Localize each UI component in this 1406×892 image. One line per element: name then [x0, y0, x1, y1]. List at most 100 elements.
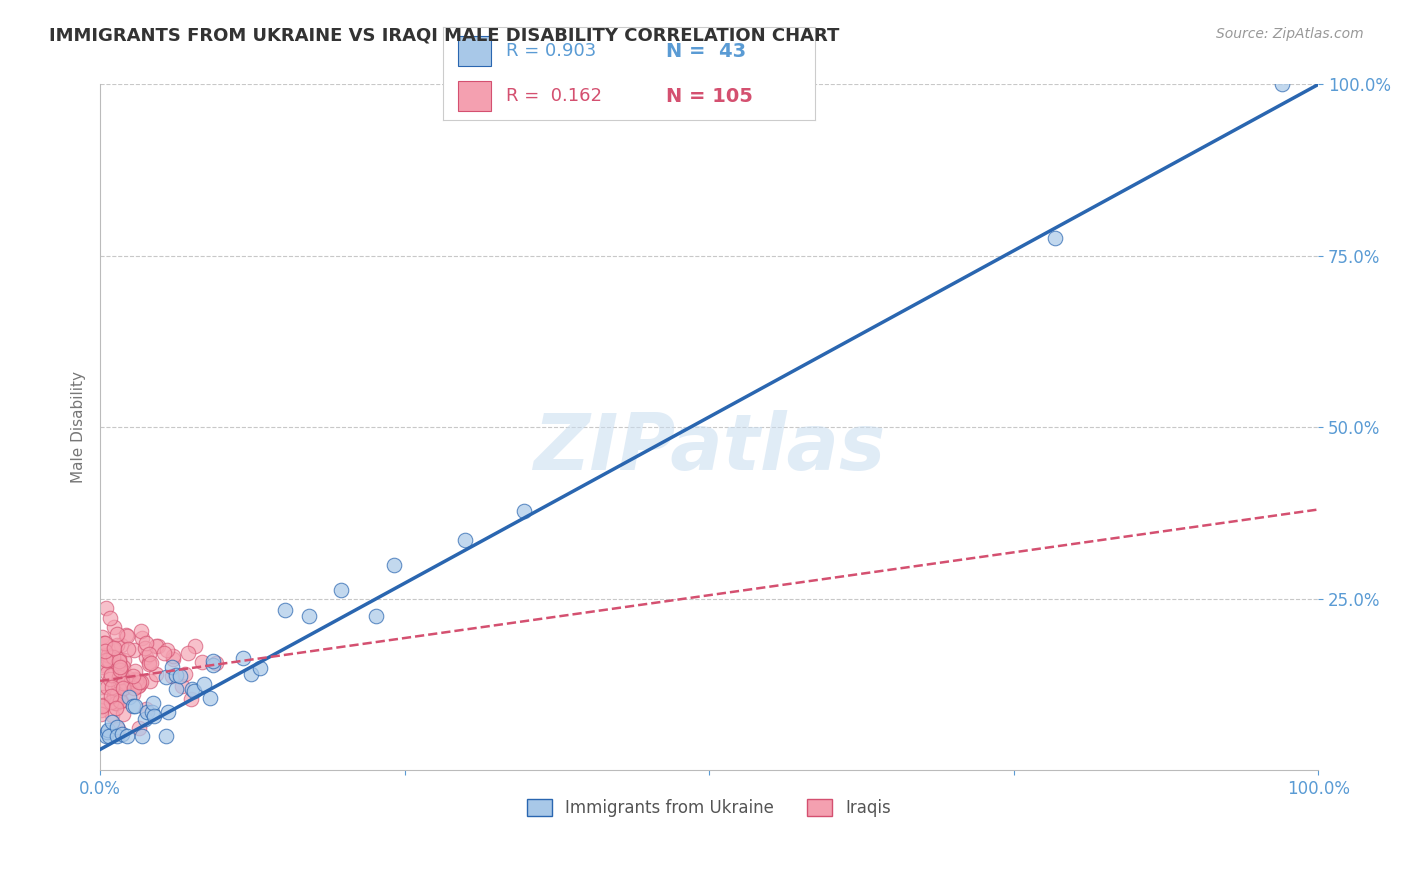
Point — [111, 681, 134, 695]
Point — [1043, 231, 1066, 245]
Point — [128, 678, 150, 692]
Text: N =  43: N = 43 — [666, 42, 747, 61]
Point — [117, 671, 139, 685]
Point — [108, 670, 131, 684]
Point — [184, 640, 207, 654]
Point — [94, 729, 117, 743]
Point — [135, 701, 157, 715]
Point — [108, 659, 131, 673]
Point — [454, 533, 477, 547]
Point — [162, 659, 184, 673]
Point — [174, 666, 197, 681]
Point — [152, 646, 174, 660]
Point — [107, 692, 129, 706]
Point — [165, 668, 187, 682]
Point — [105, 721, 128, 735]
Point — [169, 669, 191, 683]
Point — [105, 627, 128, 641]
FancyBboxPatch shape — [458, 36, 491, 66]
Point — [193, 677, 215, 691]
Point — [93, 636, 115, 650]
Point — [90, 680, 112, 694]
Point — [107, 658, 129, 673]
Point — [103, 642, 125, 657]
Point — [124, 664, 146, 678]
Point — [141, 705, 163, 719]
Point — [128, 721, 150, 735]
Point — [91, 660, 114, 674]
Point — [122, 643, 145, 657]
Point — [134, 641, 156, 656]
Point — [117, 629, 139, 643]
Point — [108, 654, 131, 668]
Point — [146, 639, 169, 653]
Point — [91, 699, 114, 714]
Point — [105, 700, 128, 714]
Text: ZIPatlas: ZIPatlas — [533, 409, 886, 486]
Point — [97, 648, 120, 663]
Legend: Immigrants from Ukraine, Iraqis: Immigrants from Ukraine, Iraqis — [520, 792, 898, 823]
Point — [101, 680, 124, 694]
Point — [249, 661, 271, 675]
Point — [202, 655, 225, 669]
Point — [108, 659, 131, 673]
Y-axis label: Male Disability: Male Disability — [72, 371, 86, 483]
Point — [298, 609, 321, 624]
Point — [138, 647, 160, 661]
Point — [110, 693, 132, 707]
Point — [183, 684, 205, 698]
Point — [97, 729, 120, 743]
Point — [121, 699, 143, 714]
Point — [100, 695, 122, 709]
Point — [103, 640, 125, 655]
Point — [107, 729, 129, 743]
Point — [201, 658, 224, 673]
Point — [112, 653, 135, 667]
Point — [90, 630, 112, 644]
Point — [96, 601, 118, 615]
Point — [131, 729, 153, 743]
Point — [120, 673, 142, 688]
Point — [134, 712, 156, 726]
Point — [97, 723, 120, 737]
Point — [103, 691, 125, 706]
Point — [128, 675, 150, 690]
Point — [96, 680, 118, 694]
Point — [129, 624, 152, 639]
Point — [103, 689, 125, 703]
Point — [165, 681, 187, 696]
Point — [200, 690, 222, 705]
Point — [145, 667, 167, 681]
Point — [125, 673, 148, 687]
Point — [98, 672, 121, 686]
Point — [100, 689, 122, 703]
Point — [94, 644, 117, 658]
Point — [162, 651, 184, 665]
Point — [104, 695, 127, 709]
Point — [138, 673, 160, 688]
FancyBboxPatch shape — [458, 81, 491, 111]
Point — [105, 639, 128, 653]
Point — [93, 636, 115, 650]
Point — [98, 610, 121, 624]
Point — [100, 655, 122, 669]
Text: R =  0.162: R = 0.162 — [506, 87, 602, 105]
Point — [177, 646, 200, 660]
Point — [110, 663, 132, 677]
Text: R = 0.903: R = 0.903 — [506, 42, 596, 60]
Point — [91, 657, 114, 672]
Point — [124, 681, 146, 695]
Text: Source: ZipAtlas.com: Source: ZipAtlas.com — [1216, 27, 1364, 41]
Point — [239, 666, 262, 681]
Point — [118, 690, 141, 705]
Point — [180, 692, 202, 706]
Point — [382, 558, 405, 572]
Point — [110, 638, 132, 652]
Point — [1271, 78, 1294, 92]
Point — [136, 705, 159, 719]
Point — [366, 608, 388, 623]
Point — [180, 681, 202, 696]
Point — [157, 705, 180, 719]
Text: N = 105: N = 105 — [666, 87, 754, 105]
Point — [101, 649, 124, 664]
